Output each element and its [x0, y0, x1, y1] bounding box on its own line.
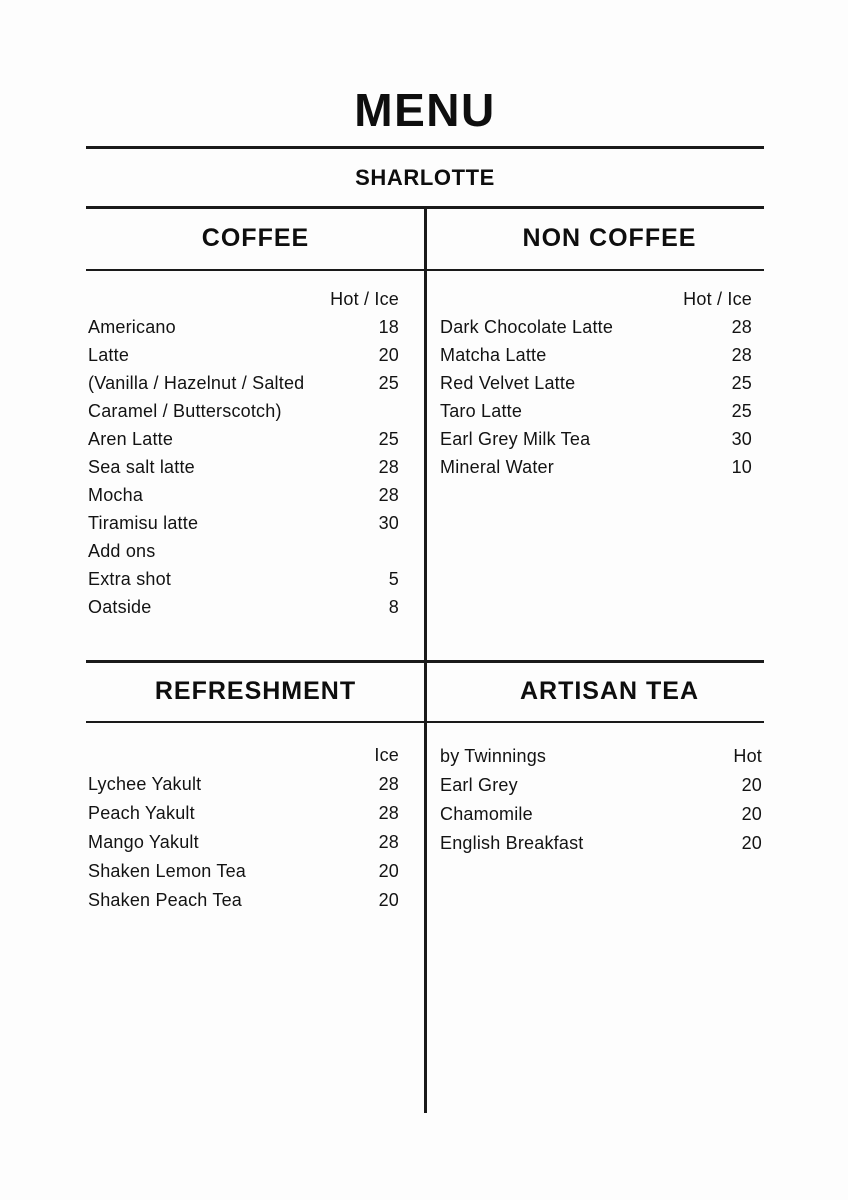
item-price: 5: [388, 569, 399, 589]
item-name: Latte: [88, 345, 130, 365]
price-header-row: Hot / Ice: [88, 285, 399, 313]
section-title-artisan-tea: ARTISAN TEA: [519, 676, 700, 705]
column-divider: [424, 206, 427, 1113]
menu-item-row: Mocha 28: [88, 481, 399, 509]
item-name: Red Velvet Latte: [440, 373, 576, 393]
item-price: 8: [388, 597, 399, 617]
item-name: Shaken Lemon Tea: [88, 861, 246, 881]
menu-content: MENU SHARLOTTE COFFEE NON COFFEE Hot / I…: [86, 0, 764, 1200]
menu-item-row: Mineral Water 10: [440, 453, 752, 481]
item-name: Mineral Water: [440, 457, 554, 477]
item-price: 30: [731, 429, 752, 449]
item-name: Matcha Latte: [440, 345, 547, 365]
item-price: 20: [378, 861, 399, 881]
price-column-header: Ice: [374, 745, 399, 765]
price-column-header: Hot / Ice: [330, 289, 399, 309]
menu-item-row: Earl Grey Milk Tea 30: [440, 425, 752, 453]
item-price: 28: [731, 317, 752, 337]
item-name: Tiramisu latte: [88, 513, 199, 533]
section-title-non-coffee: NON COFFEE: [522, 223, 697, 252]
section-note: by Twinnings: [440, 746, 547, 766]
item-name: Americano: [88, 317, 176, 337]
price-column-header: Hot: [733, 746, 762, 766]
section-items-coffee: Hot / Ice Americano 18 Latte 20 (Vanilla / Ha…: [88, 285, 399, 621]
item-name: Earl Grey Milk Tea: [440, 429, 591, 449]
menu-item-row: Tiramisu latte 30: [88, 509, 399, 537]
item-price: 28: [378, 832, 399, 852]
item-name: Shaken Peach Tea: [88, 890, 242, 910]
menu-item-row: Red Velvet Latte 25: [440, 369, 752, 397]
price-header-row: Ice: [88, 741, 399, 770]
menu-item-row: Sea salt latte 28: [88, 453, 399, 481]
item-price: 20: [741, 833, 762, 853]
menu-item-row: Oatside 8: [88, 593, 399, 621]
price-header-row: Hot / Ice: [440, 285, 752, 313]
menu-item-row: (Vanilla / Hazelnut / Salted Caramel / B…: [88, 369, 399, 425]
item-price: 20: [378, 345, 399, 365]
item-name: Sea salt latte: [88, 457, 195, 477]
item-name: Peach Yakult: [88, 803, 195, 823]
item-name: English Breakfast: [440, 833, 584, 853]
item-name: Oatside: [88, 597, 152, 617]
item-name: Mango Yakult: [88, 832, 199, 852]
menu-item-row: Extra shot 5: [88, 565, 399, 593]
item-price: 25: [731, 401, 752, 421]
menu-item-row: Matcha Latte 28: [440, 341, 752, 369]
page-title: MENU: [354, 84, 496, 136]
menu-item-row: Chamomile 20: [440, 800, 762, 829]
brand-name: SHARLOTTE: [355, 165, 495, 190]
menu-item-row: Latte 20: [88, 341, 399, 369]
menu-item-row: Earl Grey 20: [440, 771, 762, 800]
item-price: 28: [378, 485, 399, 505]
item-name: Taro Latte: [440, 401, 523, 421]
item-name: Mocha: [88, 485, 144, 505]
item-name: Dark Chocolate Latte: [440, 317, 614, 337]
item-name: Lychee Yakult: [88, 774, 202, 794]
section-title-coffee: COFFEE: [201, 223, 310, 252]
item-name: Add ons: [88, 541, 156, 561]
item-name: (Vanilla / Hazelnut / Salted Caramel / B…: [88, 373, 305, 421]
item-price: 20: [741, 775, 762, 795]
menu-item-row: Mango Yakult 28: [88, 828, 399, 857]
menu-item-row: Dark Chocolate Latte 28: [440, 313, 752, 341]
item-price: 28: [378, 457, 399, 477]
item-price: 28: [378, 803, 399, 823]
item-price: 28: [731, 345, 752, 365]
section-title-refreshment: REFRESHMENT: [154, 676, 357, 705]
horizontal-rule-under-title: [86, 146, 764, 149]
menu-item-row: Lychee Yakult 28: [88, 770, 399, 799]
menu-item-row: Shaken Peach Tea 20: [88, 886, 399, 915]
menu-item-row: Peach Yakult 28: [88, 799, 399, 828]
price-header-row: by Twinnings Hot: [440, 742, 762, 771]
menu-item-row: Shaken Lemon Tea 20: [88, 857, 399, 886]
item-price: 25: [731, 373, 752, 393]
menu-item-row: Add ons: [88, 537, 399, 565]
item-price: 18: [378, 317, 399, 337]
section-items-refreshment: Ice Lychee Yakult 28 Peach Yakult 28 Mango Ya…: [88, 741, 399, 915]
item-name: Extra shot: [88, 569, 172, 589]
menu-item-row: Taro Latte 25: [440, 397, 752, 425]
section-items-artisan-tea: by Twinnings Hot Earl Grey 20 Chamomile 20 Eng…: [440, 742, 762, 858]
menu-item-row: Americano 18: [88, 313, 399, 341]
menu-item-row: Aren Latte 25: [88, 425, 399, 453]
item-name: Earl Grey: [440, 775, 518, 795]
item-price: 10: [731, 457, 752, 477]
menu-item-row: English Breakfast 20: [440, 829, 762, 858]
item-price: 20: [741, 804, 762, 824]
item-price: 28: [378, 774, 399, 794]
item-price: 25: [378, 373, 399, 393]
section-items-non-coffee: Hot / Ice Dark Chocolate Latte 28 Matcha La…: [440, 285, 752, 481]
item-name: Chamomile: [440, 804, 533, 824]
item-price: 25: [378, 429, 399, 449]
item-name: Aren Latte: [88, 429, 174, 449]
item-price: 30: [378, 513, 399, 533]
price-column-header: Hot / Ice: [683, 289, 752, 309]
item-price: 20: [378, 890, 399, 910]
